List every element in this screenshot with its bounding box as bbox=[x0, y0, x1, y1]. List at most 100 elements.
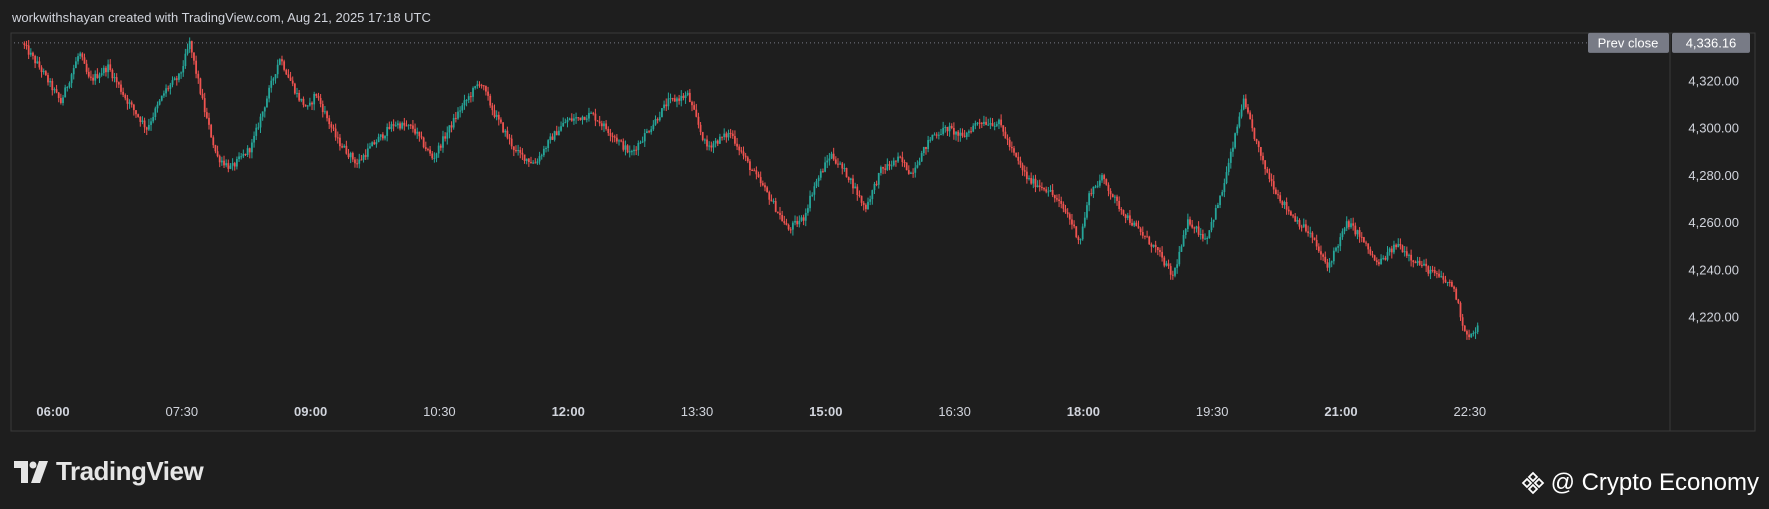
candle-body bbox=[635, 149, 638, 151]
candle bbox=[1154, 240, 1157, 253]
candle bbox=[469, 92, 472, 103]
candle bbox=[822, 168, 824, 173]
candle bbox=[1444, 275, 1447, 284]
candle bbox=[203, 92, 206, 117]
candle-body bbox=[1135, 222, 1138, 227]
candle-body bbox=[487, 91, 489, 96]
candle bbox=[1107, 182, 1110, 197]
candle-body bbox=[1182, 234, 1185, 247]
candle-body bbox=[856, 186, 859, 196]
candle bbox=[493, 104, 496, 119]
candle-body bbox=[1315, 239, 1318, 247]
candle bbox=[1388, 247, 1391, 256]
candle bbox=[1094, 184, 1097, 189]
candle-body bbox=[1159, 250, 1161, 252]
candle-body bbox=[970, 131, 972, 133]
candle bbox=[270, 75, 273, 93]
candle-body bbox=[92, 77, 94, 81]
candle-body bbox=[1000, 119, 1003, 126]
candle-body bbox=[910, 172, 912, 174]
candle bbox=[819, 168, 822, 181]
candle-body bbox=[630, 151, 633, 153]
candle-body bbox=[214, 145, 217, 152]
candle-body bbox=[974, 123, 977, 126]
candle bbox=[641, 136, 644, 144]
candle-body bbox=[1352, 223, 1355, 226]
candle-body bbox=[890, 165, 893, 167]
candle-body bbox=[444, 136, 447, 139]
candle bbox=[495, 110, 498, 121]
candle bbox=[1058, 194, 1060, 208]
candle bbox=[1283, 200, 1286, 209]
candle-body bbox=[1322, 254, 1325, 257]
candle bbox=[768, 190, 771, 205]
candle bbox=[983, 115, 985, 127]
candle bbox=[579, 117, 582, 121]
candle-body bbox=[1167, 263, 1170, 267]
candle-body bbox=[639, 142, 642, 144]
candle-body bbox=[686, 92, 689, 96]
candle bbox=[371, 141, 374, 147]
candle-body bbox=[195, 60, 198, 74]
candle-body bbox=[1004, 131, 1007, 139]
candle-body bbox=[785, 222, 788, 225]
candle bbox=[897, 152, 899, 164]
candle-body bbox=[682, 95, 685, 99]
candle bbox=[347, 149, 350, 160]
candle bbox=[281, 55, 283, 66]
candle-body bbox=[1347, 221, 1350, 228]
candle bbox=[1038, 179, 1041, 192]
candle-body bbox=[727, 132, 730, 138]
candle bbox=[34, 54, 37, 69]
candle bbox=[1294, 213, 1297, 222]
candle bbox=[764, 182, 766, 192]
candle bbox=[828, 152, 831, 166]
candle bbox=[351, 151, 354, 163]
candle-body bbox=[899, 156, 902, 158]
candle bbox=[1113, 194, 1116, 204]
candle bbox=[1302, 218, 1305, 229]
candle-body bbox=[877, 172, 880, 185]
candle-body bbox=[1369, 249, 1372, 255]
candle bbox=[276, 59, 279, 79]
candle bbox=[555, 125, 558, 136]
candle-body bbox=[132, 104, 135, 111]
candle bbox=[390, 121, 393, 132]
candle bbox=[1358, 227, 1361, 243]
candle-body bbox=[1431, 269, 1434, 271]
candle bbox=[431, 150, 434, 160]
candle bbox=[575, 112, 577, 124]
candle-body bbox=[1453, 286, 1455, 289]
candle-body bbox=[1094, 186, 1097, 188]
candle bbox=[1326, 258, 1329, 272]
candle bbox=[497, 111, 500, 126]
candle-body bbox=[111, 69, 114, 79]
candle-body bbox=[1141, 232, 1144, 236]
candle bbox=[573, 114, 575, 125]
candle-body bbox=[832, 153, 835, 160]
candle-body bbox=[583, 116, 586, 120]
candle-body bbox=[1290, 211, 1292, 216]
candle-body bbox=[332, 127, 335, 129]
candle-body bbox=[85, 63, 88, 72]
candle-body bbox=[671, 98, 674, 100]
candle bbox=[64, 84, 67, 98]
candle bbox=[774, 197, 777, 213]
candle-body bbox=[998, 119, 1000, 125]
candle bbox=[684, 91, 687, 104]
candle-body bbox=[1006, 138, 1009, 140]
candle bbox=[643, 128, 646, 147]
candle-body bbox=[575, 117, 577, 119]
candle-body bbox=[1124, 214, 1127, 218]
candle-body bbox=[465, 100, 468, 102]
candle-body bbox=[38, 61, 41, 68]
time-tick-label: 21:00 bbox=[1324, 404, 1357, 419]
chart-frame bbox=[10, 32, 1756, 432]
candle-body bbox=[764, 185, 766, 188]
candle-body bbox=[807, 208, 809, 213]
candle-body bbox=[469, 96, 472, 98]
candle bbox=[1163, 255, 1166, 268]
candle-body bbox=[933, 134, 936, 136]
candle-body bbox=[607, 128, 610, 134]
